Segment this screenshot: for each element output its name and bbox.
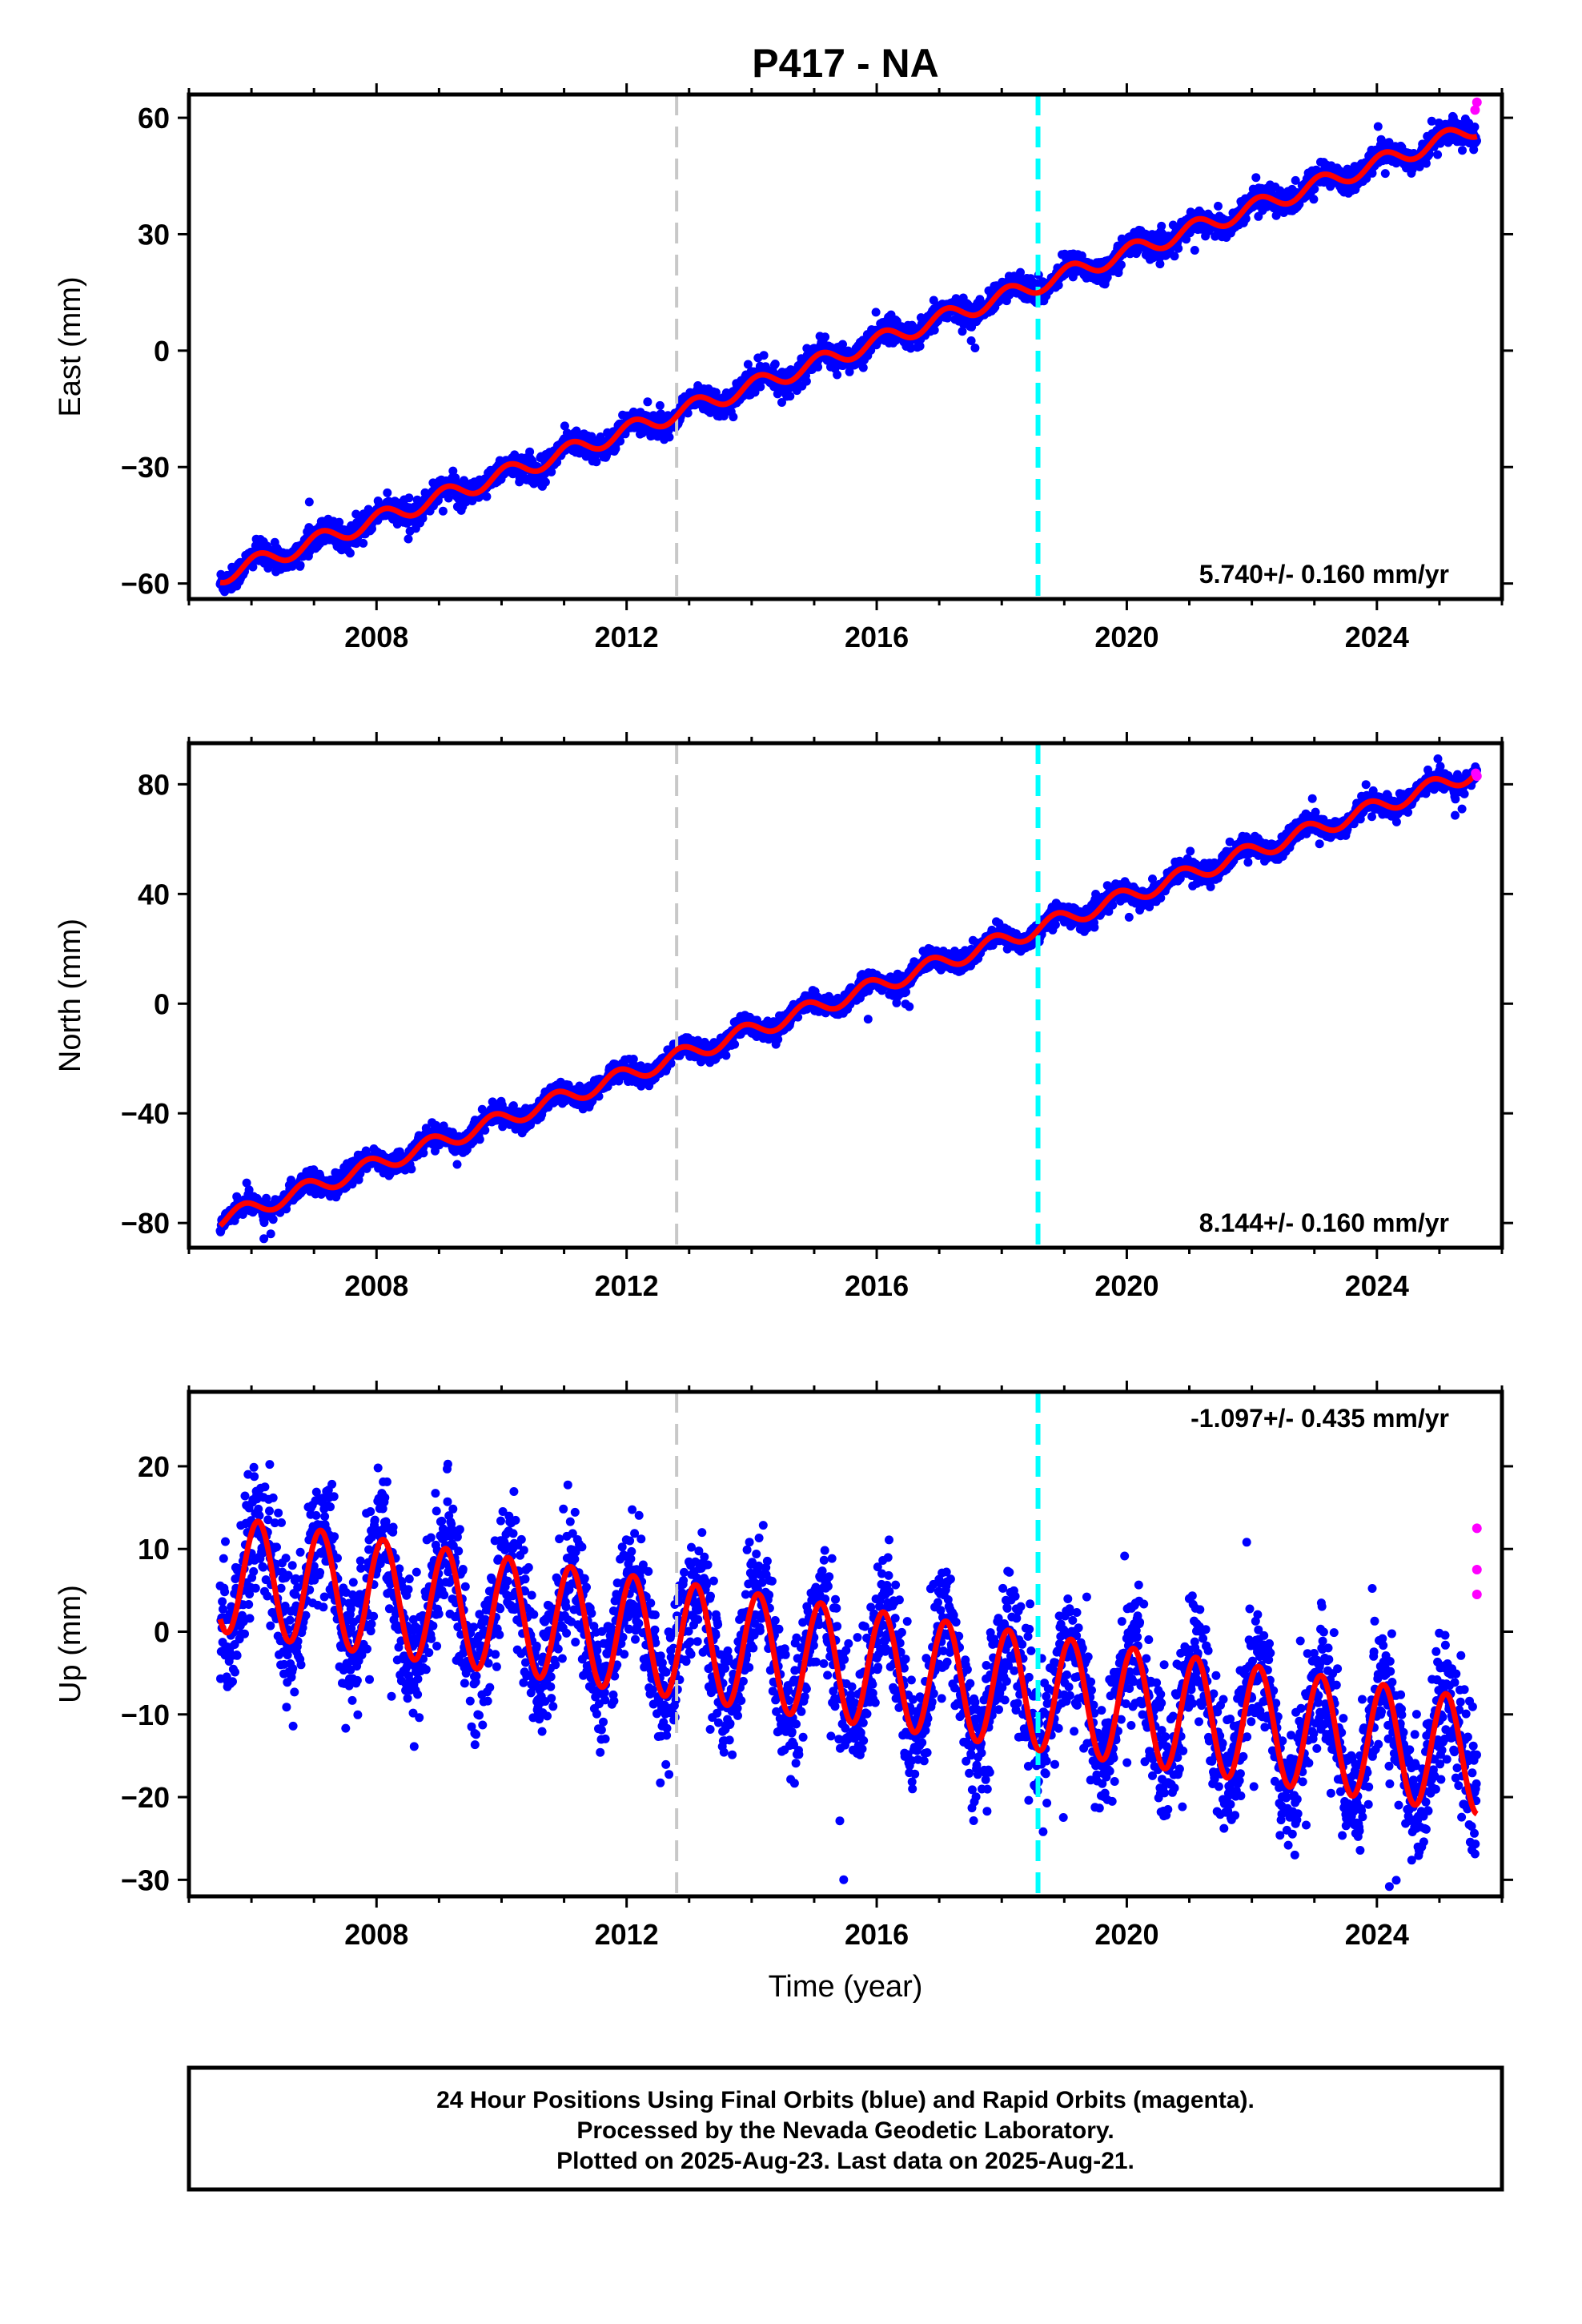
final-orbit-point <box>248 562 258 572</box>
final-orbit-point <box>351 539 361 549</box>
y-tick-label: 0 <box>154 335 170 368</box>
final-orbit-point <box>759 351 769 360</box>
final-orbit-point <box>560 421 569 431</box>
final-orbit-point <box>743 360 753 369</box>
final-orbit-point <box>268 1215 278 1224</box>
final-orbit-point <box>383 488 392 497</box>
final-orbit-point <box>665 432 674 442</box>
final-orbit-point <box>821 332 830 342</box>
final-orbit-point <box>1116 260 1126 270</box>
final-orbit-point <box>1214 201 1223 211</box>
final-orbit-point <box>777 398 786 407</box>
final-orbit-point <box>266 1229 275 1239</box>
final-orbit-point <box>785 392 795 401</box>
final-orbit-point <box>1373 122 1383 131</box>
final-orbit-point <box>404 493 414 503</box>
final-orbit-point <box>729 412 738 422</box>
y-tick-label: 30 <box>138 218 170 251</box>
x-tick-label: 2012 <box>595 621 659 653</box>
final-orbit-point <box>419 1148 428 1158</box>
final-orbit-point <box>404 534 413 544</box>
final-orbit-point <box>482 492 492 501</box>
final-orbit-point <box>770 360 780 368</box>
final-orbit-point <box>1458 146 1467 155</box>
final-orbit-point <box>801 376 811 386</box>
y-tick-label: −60 <box>121 568 170 601</box>
final-orbit-point <box>418 513 428 523</box>
final-orbit-point <box>1155 259 1165 269</box>
x-tick-label: 2016 <box>845 621 909 653</box>
final-orbit-point <box>756 382 765 392</box>
final-orbit-point <box>1157 221 1166 231</box>
final-orbit-point <box>958 327 967 336</box>
final-orbit-point <box>295 561 305 570</box>
final-orbit-point <box>838 340 847 349</box>
final-orbit-point <box>930 325 939 335</box>
y-axis-label: East (mm) <box>54 276 87 416</box>
rapid-orbit-point <box>1472 97 1482 107</box>
y-tick-label: −30 <box>121 451 170 484</box>
final-orbit-point <box>345 549 355 558</box>
final-orbit-point <box>750 388 760 397</box>
final-orbit-point <box>970 344 980 352</box>
final-orbit-point <box>906 344 915 353</box>
final-orbit-point <box>525 447 535 456</box>
final-orbit-point <box>655 400 665 410</box>
final-orbit-point <box>1380 169 1390 179</box>
final-orbit-point <box>1190 246 1199 255</box>
final-orbit-point <box>475 1135 484 1144</box>
final-orbit-point <box>1309 195 1319 204</box>
panel-1: 2008 2012 2016 2020 2024 −60 −30 0 30 60 East (mm)… <box>54 83 1513 653</box>
final-orbit-point <box>438 506 448 516</box>
final-orbit-point <box>683 408 693 418</box>
final-orbit-point <box>1174 243 1183 253</box>
final-orbit-point <box>407 1164 416 1174</box>
final-orbit-point <box>1433 150 1443 159</box>
final-orbit-point <box>304 497 314 507</box>
chart-title: P417 - NA <box>752 41 938 86</box>
y-tick-label: 60 <box>138 102 170 135</box>
final-orbit-point <box>611 444 620 453</box>
x-tick-label: 2020 <box>1094 621 1158 653</box>
final-orbit-point <box>871 308 881 317</box>
final-orbit-point <box>1170 251 1179 261</box>
final-orbit-point <box>359 538 368 548</box>
final-orbit-point <box>444 493 453 503</box>
velocity-label: 5.740+/- 0.160 mm/yr <box>1199 560 1449 589</box>
final-orbit-point <box>1470 123 1480 131</box>
final-orbit-point <box>1251 173 1261 183</box>
final-orbit-point <box>643 397 652 407</box>
final-orbit-point <box>547 467 556 476</box>
final-orbit-point <box>858 363 868 372</box>
final-orbit-point <box>1016 267 1025 277</box>
final-orbit-point <box>833 370 842 380</box>
x-tick-label: 2024 <box>1345 621 1409 653</box>
final-orbit-point <box>540 477 550 487</box>
final-orbit-point <box>915 341 925 351</box>
final-orbit-point <box>592 457 601 467</box>
x-tick-label: 2008 <box>344 621 408 653</box>
final-orbit-point <box>616 436 625 446</box>
final-orbit-point <box>448 466 458 476</box>
final-orbit-point <box>452 1160 462 1169</box>
plot-area <box>215 94 1482 599</box>
final-orbit-point <box>966 336 976 345</box>
final-orbit-point <box>813 362 823 372</box>
panels: 2008 2012 2016 2020 2024 −60 −30 0 30 60 East (mm)… <box>54 83 1513 2004</box>
